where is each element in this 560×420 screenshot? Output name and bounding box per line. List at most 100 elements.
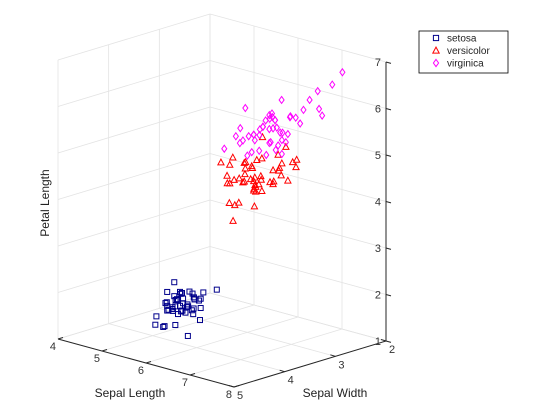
virginica-point <box>259 122 267 132</box>
y-tick-label: 2 <box>389 344 395 356</box>
grid-line-back-z <box>209 153 387 202</box>
versicolor-point <box>292 155 301 163</box>
virginica-point <box>263 150 270 160</box>
y-tick-mark <box>228 385 235 388</box>
x-tick-mark <box>233 385 240 388</box>
versicolor-point <box>254 179 263 188</box>
setosa-point <box>163 299 170 306</box>
versicolor-point <box>216 158 225 166</box>
z-axis-label: Petal Length <box>38 169 52 236</box>
x-tick-mark <box>189 373 196 376</box>
virginica-point <box>279 128 286 138</box>
versicolor-point <box>234 198 243 206</box>
z-tick-mark <box>385 154 392 157</box>
z-tick-label: 3 <box>375 243 381 255</box>
grid-line-back-z <box>209 199 387 249</box>
grid-line-side-z <box>57 153 211 200</box>
setosa-point <box>165 306 172 313</box>
z-tick-label: 4 <box>375 197 381 209</box>
versicolor-point <box>247 161 256 170</box>
setosa-point <box>161 323 168 330</box>
grid-line-side-z <box>57 106 211 154</box>
virginica-point <box>278 95 285 105</box>
grid-line-floor-x <box>101 304 255 352</box>
setosa-point <box>185 303 192 310</box>
legend-label-virginica: virginica <box>447 59 484 70</box>
setosa-point <box>200 289 207 296</box>
versicolor-point <box>252 155 261 163</box>
x-tick-mark <box>57 337 64 340</box>
z-tick-label: 5 <box>375 150 381 162</box>
grid-line-floor-y <box>159 307 336 357</box>
setosa-point <box>179 307 186 314</box>
setosa-point <box>172 321 179 328</box>
virginica-point <box>297 119 304 128</box>
versicolor-point <box>230 175 239 183</box>
versicolor-point <box>238 177 247 186</box>
virginica-point <box>266 110 273 120</box>
versicolor-point <box>241 157 250 166</box>
y-tick-mark <box>279 369 285 373</box>
virginica-point <box>248 147 255 157</box>
setosa-point <box>164 288 171 295</box>
virginica-point <box>314 86 321 96</box>
versicolor-point <box>277 170 286 179</box>
virginica-point <box>306 95 313 105</box>
setosa-point <box>153 313 160 320</box>
z-tick-mark <box>385 61 392 64</box>
z-tick-mark <box>385 294 392 297</box>
virginica-point <box>268 109 276 118</box>
z-tick-label: 1 <box>375 336 381 348</box>
virginica-point <box>278 149 285 159</box>
y-tick-label: 3 <box>338 359 344 371</box>
grid-line-side-z <box>57 60 211 107</box>
virginica-point <box>282 137 289 147</box>
versicolor-point <box>240 177 249 185</box>
series-setosa <box>152 279 220 339</box>
versicolor-point <box>274 166 283 174</box>
virginica-point <box>221 144 228 154</box>
y-axis-label: Sepal Width <box>303 386 368 400</box>
versicolor-point <box>277 158 286 167</box>
legend-label-setosa: setosa <box>447 34 477 45</box>
versicolor-point <box>281 142 290 150</box>
virginica-point <box>245 131 252 141</box>
y-axis-line <box>233 340 387 388</box>
virginica-point <box>256 146 263 156</box>
grid-line-back-z <box>209 246 387 295</box>
setosa-point <box>197 295 204 302</box>
versicolor-point <box>275 163 284 171</box>
grid-line-floor-y <box>108 323 285 373</box>
versicolor-point <box>235 174 244 182</box>
versicolor-point <box>257 175 266 183</box>
versicolor-point <box>225 179 234 187</box>
virginica-point <box>256 130 263 140</box>
setosa-point <box>171 279 178 286</box>
versicolor-point <box>257 186 266 194</box>
virginica-point <box>232 131 239 141</box>
z-tick-label: 2 <box>375 290 381 302</box>
z-tick-mark <box>385 247 392 250</box>
virginica-point <box>339 67 346 77</box>
virginica-point <box>250 130 257 140</box>
setosa-point <box>195 297 202 304</box>
legend-marker-versicolor <box>431 46 441 54</box>
versicolor-point <box>249 186 258 194</box>
setosa-point <box>184 332 191 339</box>
versicolor-point <box>251 187 260 195</box>
legend-label-versicolor: versicolor <box>447 46 490 57</box>
legend-marker-virginica <box>432 58 440 68</box>
setosa-point <box>188 307 195 314</box>
setosa-point <box>173 296 180 303</box>
versicolor-point <box>225 160 234 168</box>
z-tick-label: 6 <box>375 104 381 116</box>
setosa-point <box>197 317 203 324</box>
x-tick-label: 6 <box>138 365 144 377</box>
series-virginica <box>221 67 346 160</box>
versicolor-point <box>223 171 232 179</box>
virginica-point <box>273 123 280 133</box>
